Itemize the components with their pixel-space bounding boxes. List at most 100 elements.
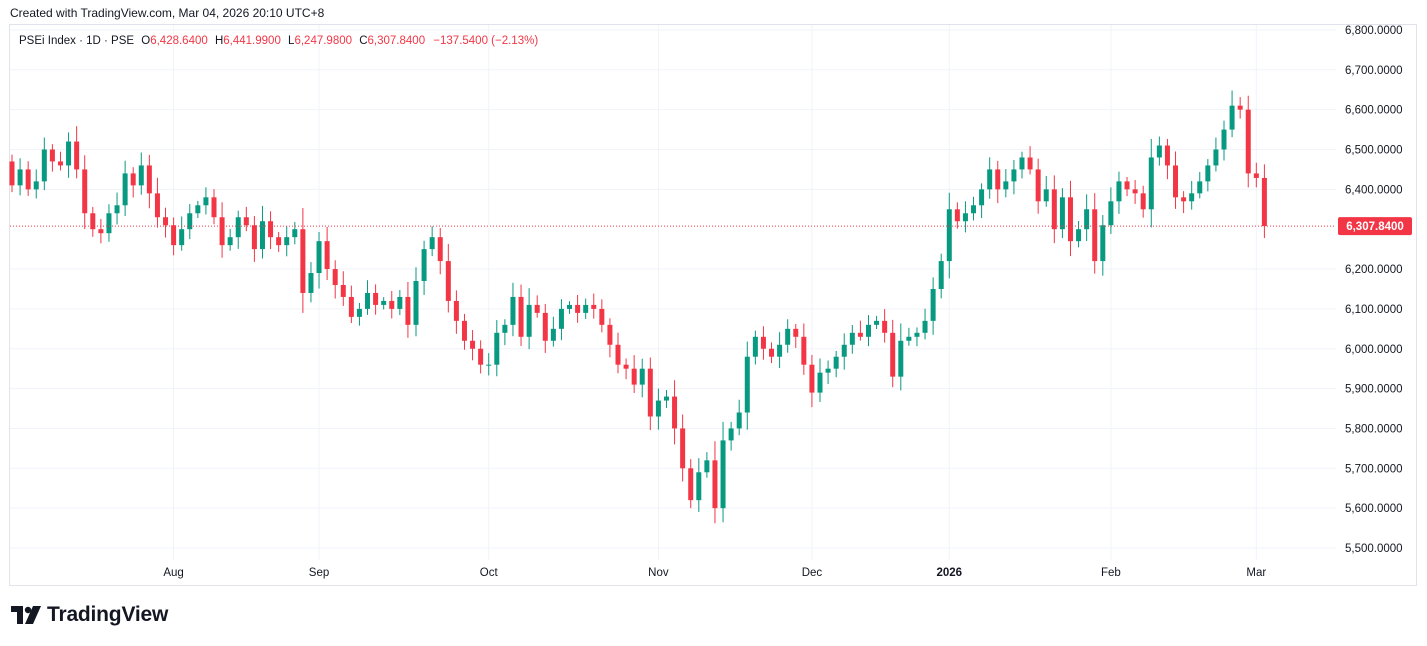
candle-down xyxy=(332,269,338,285)
candle-up xyxy=(1043,189,1049,202)
candle-up xyxy=(728,428,734,441)
tradingview-wordmark: TradingView xyxy=(47,603,169,626)
candle-up xyxy=(914,332,920,337)
legend-high-value: 6,441.9900 xyxy=(223,35,281,47)
ohlc-legend: PSEi Index · 1D · PSE O6,428.6400 H6,441… xyxy=(19,35,538,47)
candle-up xyxy=(308,273,314,293)
candle-down xyxy=(461,320,467,341)
candle-down xyxy=(90,213,96,230)
candle-down xyxy=(672,396,678,429)
y-tick-label: 5,700.0000 xyxy=(1345,463,1403,475)
x-tick-label: Oct xyxy=(480,567,499,579)
candle-down xyxy=(680,428,686,469)
last-price-label: 6,307.8400 xyxy=(1338,217,1412,236)
legend-change-value: −137.5400 (−2.13%) xyxy=(433,35,539,47)
candle-up xyxy=(356,308,362,317)
legend-low-value: 6,247.9800 xyxy=(294,35,353,47)
candle-down xyxy=(607,324,613,345)
candle-down xyxy=(760,336,766,349)
candle-up xyxy=(550,328,556,341)
candle-up xyxy=(898,340,904,377)
candle-up xyxy=(106,213,112,234)
created-with-caption: Created with TradingView.com, Mar 04, 20… xyxy=(10,6,325,20)
candle-up xyxy=(114,205,120,214)
candle-up xyxy=(284,237,290,246)
candle-up xyxy=(906,336,912,341)
y-tick-label: 6,700.0000 xyxy=(1345,65,1403,77)
candle-down xyxy=(1140,193,1146,210)
candle-down xyxy=(591,304,597,309)
candle-up xyxy=(930,288,936,321)
candle-down xyxy=(995,169,1001,190)
candle-up xyxy=(526,304,532,337)
candle-up xyxy=(817,372,823,393)
candle-down xyxy=(1092,209,1098,262)
tradingview-logo[interactable]: TradingView xyxy=(11,603,168,627)
candle-down xyxy=(9,161,15,186)
candle-up xyxy=(655,400,661,417)
candle-up xyxy=(946,209,952,262)
candle-down xyxy=(98,229,104,234)
candle-up xyxy=(1084,209,1090,230)
y-tick-label: 5,600.0000 xyxy=(1345,503,1403,515)
candle-up xyxy=(1019,157,1025,170)
candle-up xyxy=(971,205,977,214)
candle-up xyxy=(33,181,39,190)
candle-down xyxy=(243,217,249,226)
candle-down xyxy=(1051,189,1057,230)
legend-close-label: C xyxy=(359,35,368,47)
candle-up xyxy=(259,221,265,250)
candle-up xyxy=(292,229,298,238)
candle-up xyxy=(187,213,193,230)
candle-up xyxy=(227,237,233,246)
candle-down xyxy=(25,169,31,190)
candle-down xyxy=(276,237,282,246)
candle-down xyxy=(453,300,459,321)
candle-up xyxy=(203,197,209,206)
candle-up xyxy=(1189,193,1195,202)
legend-high-label: H xyxy=(214,35,224,47)
candle-up xyxy=(696,472,702,501)
price-axis[interactable]: 5,500.0000 5,600.0000 5,700.0000 5,800.0000… xyxy=(1345,25,1403,555)
y-tick-label: 6,100.0000 xyxy=(1345,304,1403,316)
candle-up xyxy=(825,368,831,373)
candle-up xyxy=(179,229,185,246)
legend-open-value: 6,428.6400 xyxy=(150,35,208,47)
candle-up xyxy=(938,261,944,289)
candle-up xyxy=(1108,201,1114,226)
y-tick-label: 6,200.0000 xyxy=(1345,264,1403,276)
x-tick-label: Aug xyxy=(163,567,183,579)
candle-up xyxy=(486,364,492,366)
candle-down xyxy=(1261,177,1267,227)
candle-down xyxy=(57,161,63,166)
candle-up xyxy=(1213,149,1219,166)
y-tick-label: 6,600.0000 xyxy=(1345,105,1403,117)
candle-up xyxy=(752,336,758,357)
candle-down xyxy=(769,348,775,357)
candle-up xyxy=(1148,157,1154,210)
x-tick-label: Nov xyxy=(648,567,669,579)
candle-down xyxy=(445,261,451,301)
candle-down xyxy=(882,320,888,333)
candle-up xyxy=(785,328,791,345)
candle-down xyxy=(857,332,863,337)
candle-up xyxy=(1076,229,1082,242)
candle-up xyxy=(138,165,144,186)
candle-up xyxy=(1059,197,1065,230)
candle-down xyxy=(575,304,581,313)
candle-down xyxy=(74,141,80,170)
candle-down xyxy=(478,348,484,365)
candle-down xyxy=(1245,109,1251,174)
time-axis[interactable]: Aug Sep Oct Nov Dec 2026 Feb Mar xyxy=(163,567,1266,579)
candle-up xyxy=(558,308,564,329)
y-tick-label: 5,800.0000 xyxy=(1345,423,1403,435)
candle-up xyxy=(1197,181,1203,194)
candle-down xyxy=(954,209,960,222)
legend-close-value: 6,307.8400 xyxy=(367,35,426,47)
legend-symbol[interactable]: PSEi Index · 1D · PSE xyxy=(19,35,135,47)
chart-frame[interactable] xyxy=(9,24,1417,586)
candle-up xyxy=(874,320,880,325)
candle-up xyxy=(195,205,201,214)
candle-down xyxy=(1027,157,1033,170)
